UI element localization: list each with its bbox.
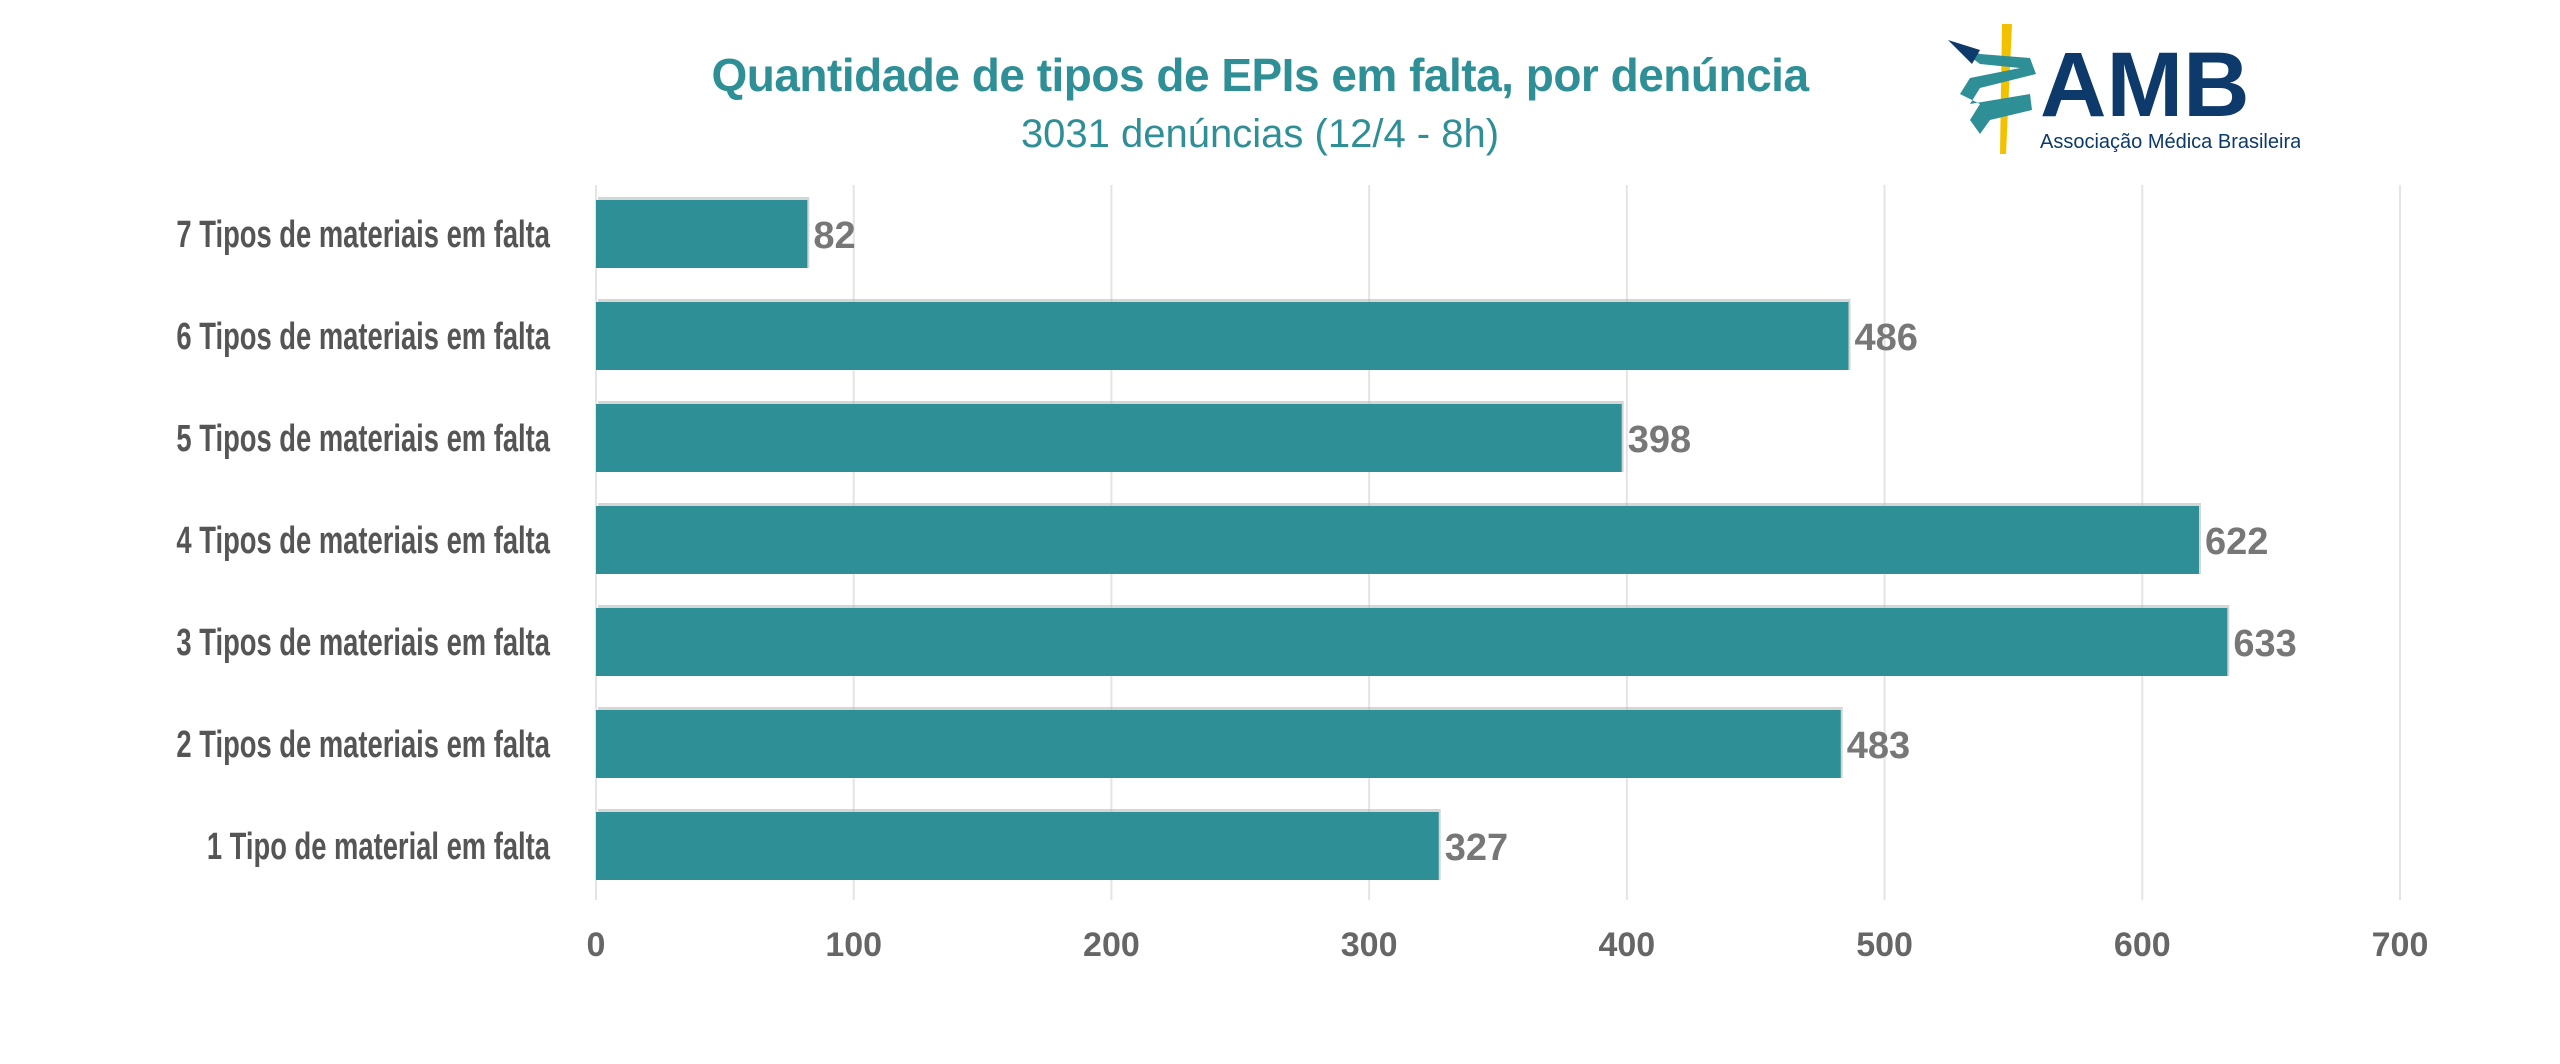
- bar: [596, 302, 1849, 370]
- logo-wordmark: AMB: [2040, 34, 2250, 136]
- amb-logo: AMB Associação Médica Brasileira: [1948, 24, 2300, 154]
- bar: [596, 608, 2228, 676]
- x-tick-label: 700: [2372, 926, 2429, 964]
- bar: [596, 506, 2199, 574]
- x-tick-label: 300: [1341, 926, 1398, 964]
- chart-title: Quantidade de tipos de EPIs em falta, po…: [711, 49, 1809, 101]
- category-label: 1 Tipo de material em falta: [207, 826, 551, 868]
- data-label: 327: [1445, 827, 1508, 869]
- x-tick-label: 600: [2114, 926, 2171, 964]
- data-label: 82: [813, 215, 855, 257]
- x-tick-label: 100: [825, 926, 882, 964]
- category-label: 6 Tipos de materiais em falta: [176, 316, 550, 358]
- bar: [596, 404, 1622, 472]
- data-label: 483: [1847, 725, 1910, 767]
- x-tick-label: 200: [1083, 926, 1140, 964]
- category-label: 5 Tipos de materiais em falta: [176, 418, 550, 460]
- logo-tagline: Associação Médica Brasileira: [2040, 131, 2300, 153]
- category-label: 2 Tipos de materiais em falta: [176, 724, 550, 766]
- data-label: 486: [1854, 317, 1917, 359]
- x-tick-label: 0: [587, 926, 606, 964]
- data-label: 398: [1628, 419, 1691, 461]
- bar: [596, 812, 1439, 880]
- logo-ribbon: [1950, 42, 2036, 134]
- bar: [596, 710, 1841, 778]
- category-label: 7 Tipos de materiais em falta: [176, 214, 550, 256]
- chart-subtitle: 3031 denúncias (12/4 - 8h): [1020, 112, 1500, 156]
- data-label: 633: [2233, 623, 2296, 665]
- data-label: 622: [2205, 521, 2268, 563]
- logo-ribbon-tip: [1948, 40, 1980, 64]
- category-label: 3 Tipos de materiais em falta: [176, 622, 550, 664]
- x-tick-label: 400: [1598, 926, 1655, 964]
- category-label: 4 Tipos de materiais em falta: [176, 520, 550, 562]
- x-tick-label: 500: [1856, 926, 1913, 964]
- bar: [596, 200, 808, 268]
